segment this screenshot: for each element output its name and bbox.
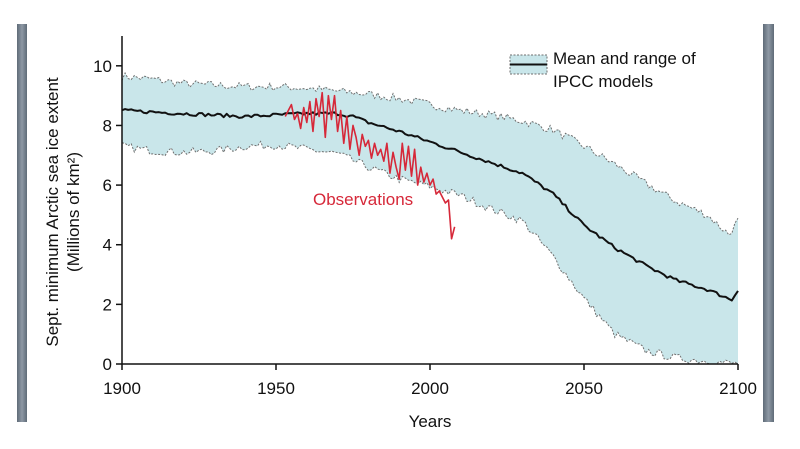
x-tick-label: 1900 (103, 379, 141, 398)
model-range-lower-edge (121, 140, 739, 365)
model-range-upper-edge (121, 71, 739, 236)
tick-labels: 0 2 4 6 8 10 1900 1950 2000 2050 2100 (93, 57, 757, 398)
model-mean-line (121, 108, 739, 302)
y-axis-title-line2: (Millions of km²) (64, 152, 83, 272)
y-tick-label: 0 (103, 355, 112, 374)
model-range-fill (122, 73, 738, 364)
x-tick-label: 2100 (719, 379, 757, 398)
right-frame-bar (763, 24, 774, 422)
model-range-band (121, 71, 739, 365)
model-mean-line-group (121, 108, 739, 302)
left-frame-bar (17, 24, 27, 422)
y-tick-label: 2 (103, 295, 112, 314)
x-tick-label: 2000 (411, 379, 449, 398)
y-tick-label: 10 (93, 57, 112, 76)
y-tick-label: 6 (103, 176, 112, 195)
legend: Mean and range of IPCC models (509, 49, 696, 91)
x-axis-title: Years (409, 412, 452, 431)
y-tick-label: 4 (103, 236, 112, 255)
x-tick-label: 2050 (565, 379, 603, 398)
axes (116, 36, 739, 370)
observations-line (284, 91, 456, 240)
observations-label: Observations (313, 190, 413, 209)
y-axis-title-line1: Sept. minimum Arctic sea ice extent (43, 77, 62, 347)
y-tick-label: 8 (103, 116, 112, 135)
legend-label-line2: IPCC models (553, 72, 653, 91)
x-tick-label: 1950 (257, 379, 295, 398)
observations-line-group (284, 91, 456, 240)
legend-label-line1: Mean and range of (553, 49, 696, 68)
